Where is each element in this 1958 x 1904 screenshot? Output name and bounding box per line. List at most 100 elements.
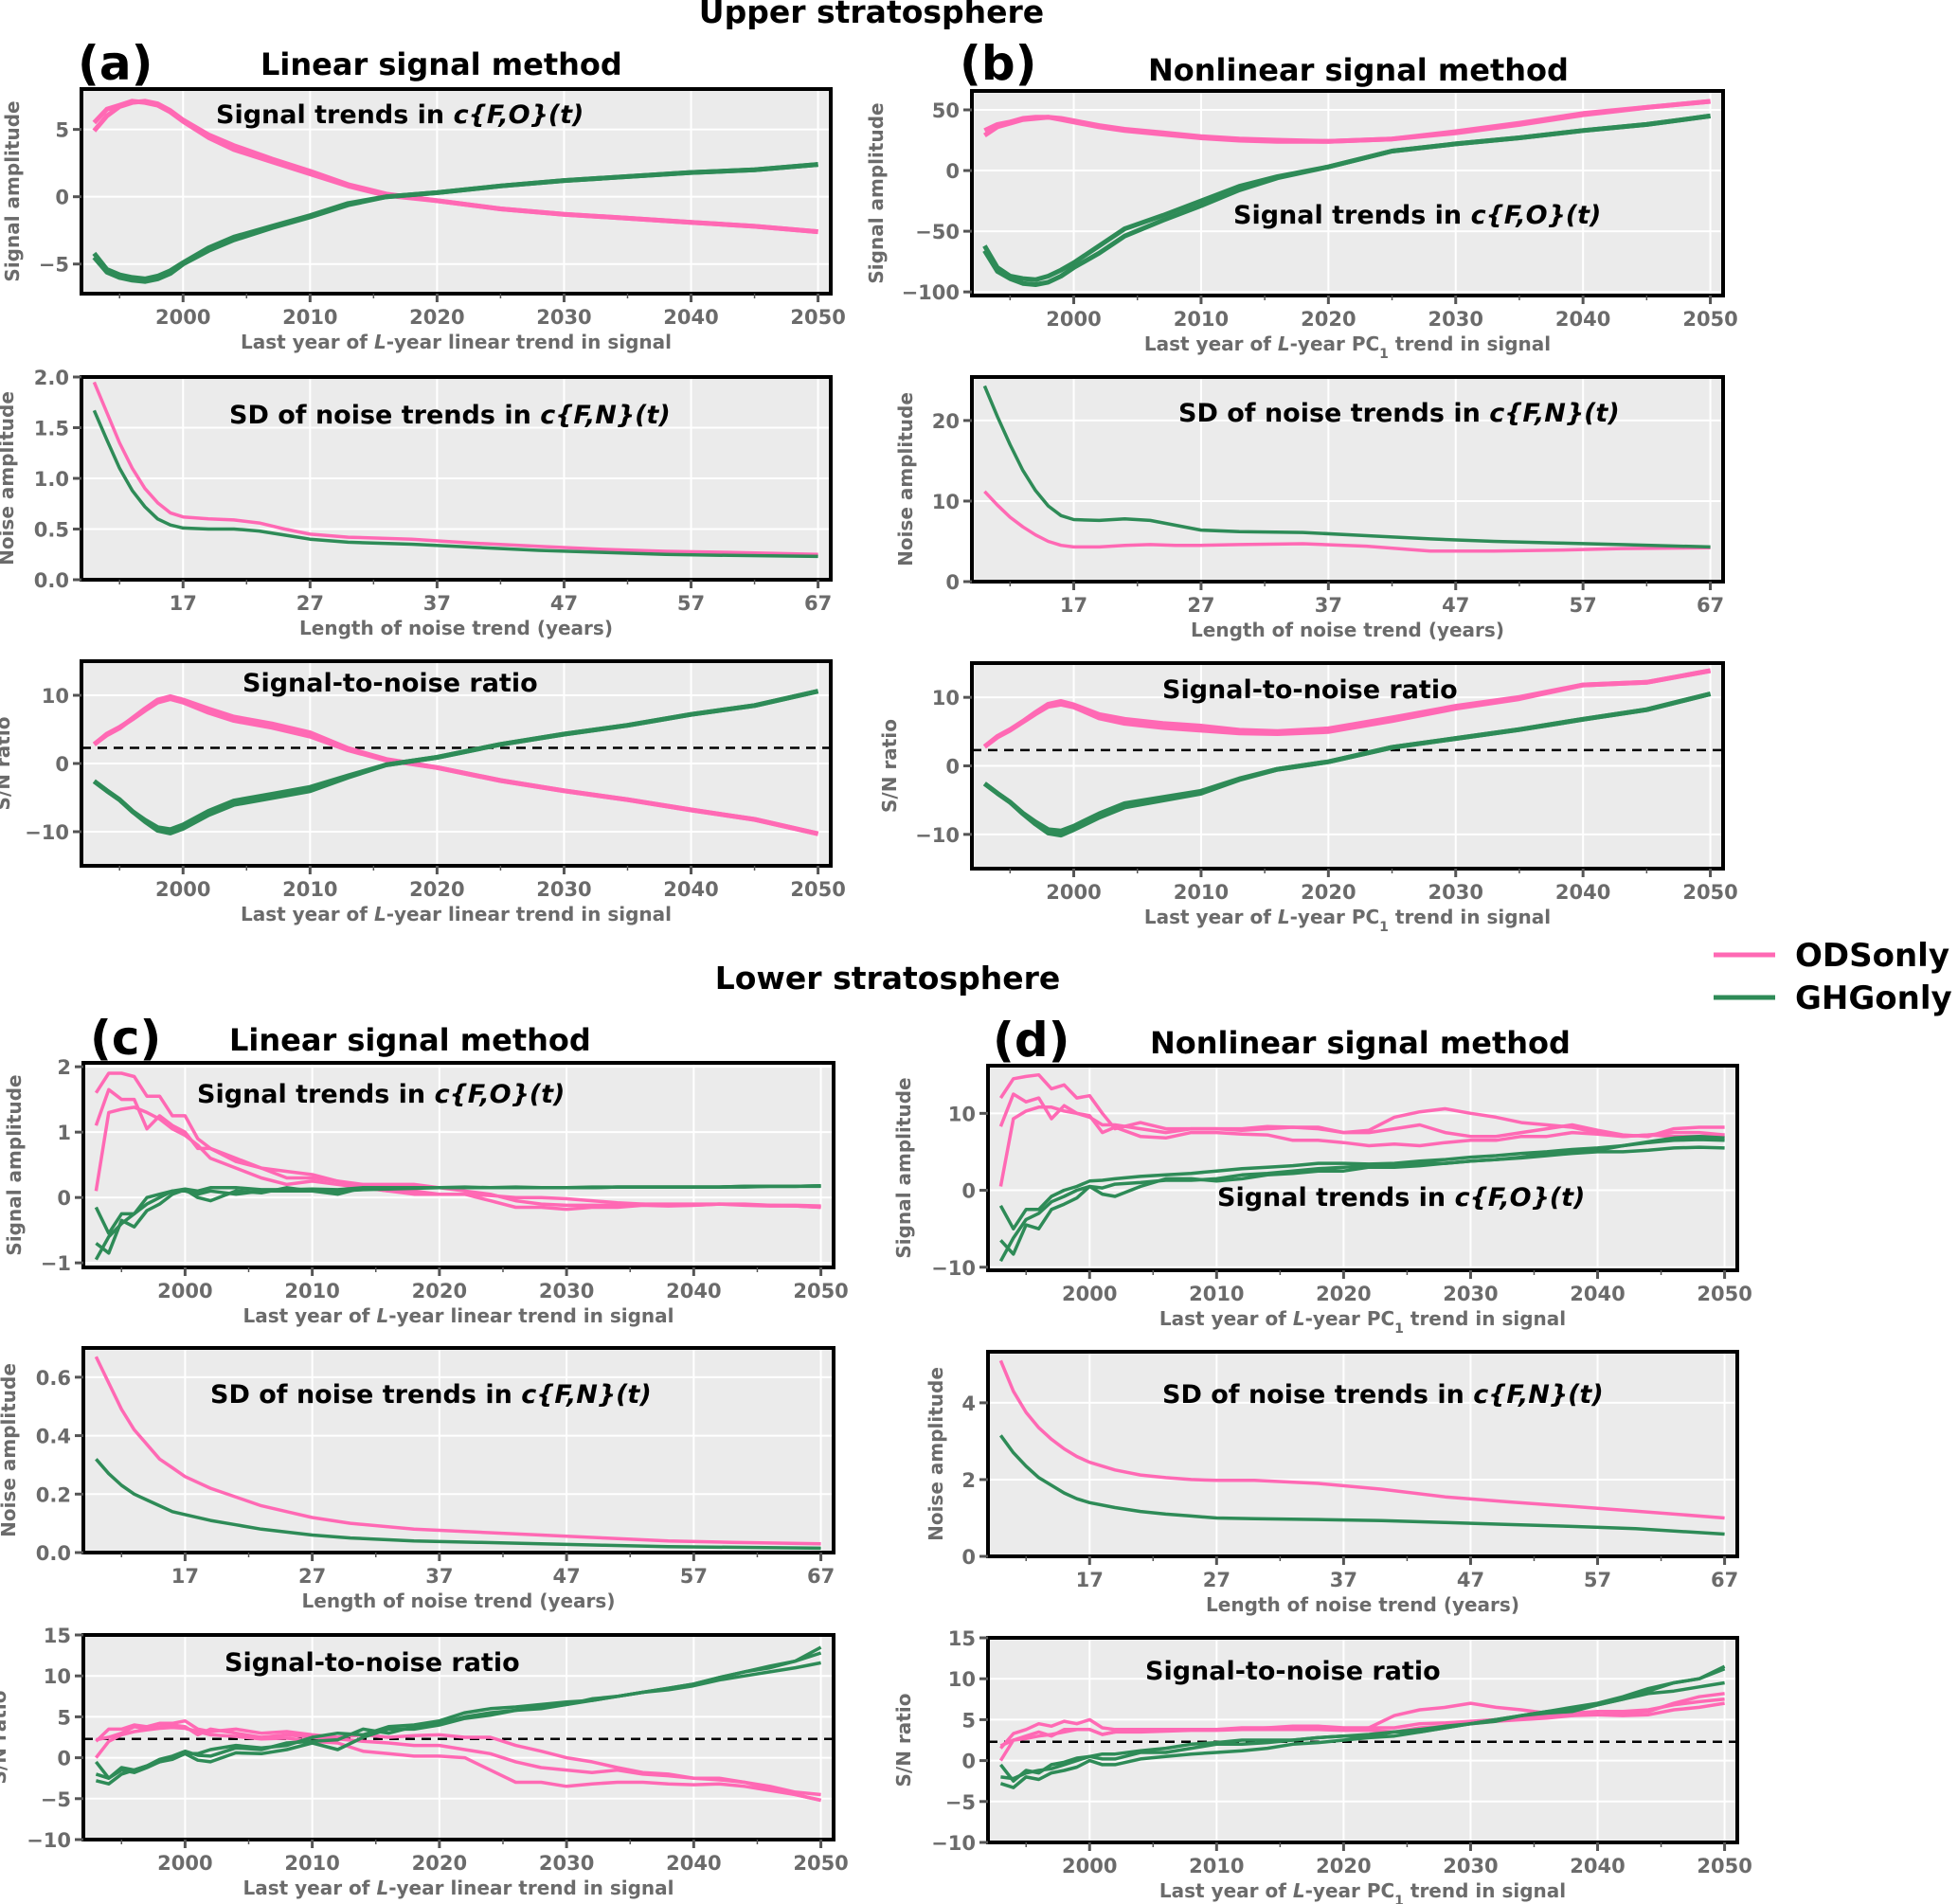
series-group	[972, 668, 1723, 838]
subplot-title-text: SD of noise trends in	[1162, 1380, 1473, 1410]
x-axis-label: Last year of L-year PC1 trend in signal	[1144, 906, 1551, 935]
series-line-ghgonly-member-2	[982, 113, 1711, 287]
x-tick-label: 17	[1060, 594, 1087, 617]
subplot-title-text: Signal trends in	[197, 1080, 435, 1109]
x-tick-label: 27	[298, 1565, 326, 1588]
x-axis-label-part: 1	[1394, 1321, 1404, 1337]
x-tick-label: 47	[550, 592, 578, 615]
x-tick-label: 2030	[1428, 308, 1483, 331]
axes-frame	[80, 87, 833, 296]
x-tick-label: 2050	[793, 1280, 848, 1302]
series-line-odsonly-member-1	[92, 381, 818, 557]
upper-stratosphere-title: Upper stratosphere	[699, 0, 1044, 30]
series-line-odsonly-member-2	[983, 99, 1711, 144]
x-tick-label: 27	[296, 592, 324, 615]
x-tick-label: 2000	[1062, 1855, 1117, 1877]
panel-d-snr: 2000 2010 2020 2030 2040 2050 −10 −5 0 5 10 15 Last …	[892, 1627, 1752, 1904]
x-tick-label: 47	[1442, 594, 1469, 617]
subplot-title-math: c{F,O}(t)	[454, 100, 584, 130]
x-tick-label: 2000	[157, 1280, 212, 1302]
series-group	[83, 1645, 834, 1803]
series-line-odsonly-member-2	[92, 693, 819, 836]
x-axis-label-part: L	[1278, 906, 1290, 928]
series-group	[988, 1664, 1737, 1789]
y-tick-label: 10	[948, 1103, 976, 1125]
subplot-title-math: c{F,N}(t)	[540, 401, 670, 430]
y-tick-label: 15	[948, 1627, 976, 1650]
series-group	[998, 1072, 1725, 1263]
y-tick-label: 0	[55, 187, 69, 209]
axes-frame	[81, 1061, 835, 1269]
x-tick-label: 2000	[155, 306, 210, 329]
y-axis-label: Signal amplitude	[892, 1077, 915, 1258]
x-tick-label: 37	[425, 1565, 453, 1588]
subplot-title-math: c{F,O}(t)	[1455, 1183, 1586, 1212]
x-tick-label: 2040	[1555, 308, 1610, 331]
x-tick-label: 27	[1187, 594, 1214, 617]
plot-area	[988, 1352, 1737, 1556]
x-axis-label-part: trend in signal	[1389, 906, 1551, 928]
x-tick-label: 37	[1330, 1569, 1357, 1591]
x-tick-label: 2030	[539, 1280, 594, 1302]
series-group	[982, 99, 1711, 287]
subplot-title-text: Signal trends in	[1233, 201, 1471, 230]
axes-frame	[970, 375, 1725, 584]
x-axis-label: Last year of L-year linear trend in sign…	[243, 1304, 674, 1327]
x-tick-label: 2020	[1316, 1283, 1371, 1305]
x-tick-label: 2030	[1428, 881, 1483, 904]
x-tick-label: 17	[1076, 1569, 1104, 1591]
subplot-title-text: SD of noise trends in	[210, 1380, 521, 1410]
x-tick-label: 47	[1457, 1569, 1484, 1591]
series-group	[81, 689, 831, 836]
y-tick-label: −50	[915, 221, 960, 243]
x-tick-label: 2040	[666, 1280, 721, 1302]
y-tick-label: −5	[39, 254, 69, 277]
series-line-odsonly-member-2	[982, 668, 1712, 749]
x-axis-label-part: -year PC	[1290, 332, 1380, 355]
x-axis-label-part: Last year of	[243, 1877, 376, 1899]
subplot-title-text: SD of noise trends in	[229, 401, 540, 430]
y-tick-label: −5	[945, 1791, 976, 1814]
axes-frame	[970, 89, 1725, 297]
x-axis-label-part: Last year of	[1159, 1879, 1293, 1902]
panel-d-signal: 2000 2010 2020 2030 2040 2050 −10 0 10 Last year …	[892, 1064, 1752, 1337]
y-tick-label: 0	[57, 1187, 71, 1210]
subplot-title-math: c{F,N}(t)	[1489, 399, 1619, 428]
x-tick-label: 57	[680, 1565, 708, 1588]
series-group	[982, 385, 1711, 553]
series-line-ghgonly-member-3	[999, 1667, 1726, 1789]
axes-frame	[81, 1633, 835, 1841]
x-axis-label-part: trend in signal	[1389, 332, 1551, 355]
x-tick-label: 2050	[1682, 308, 1737, 331]
subplot-title-text: Signal-to-noise ratio	[243, 669, 538, 698]
y-tick-label: 15	[44, 1625, 71, 1647]
series-group	[998, 1359, 1725, 1536]
subplot-title-text: SD of noise trends in	[1178, 399, 1489, 428]
x-tick-label: 2020	[1301, 881, 1356, 904]
y-tick-label: 1.0	[34, 468, 69, 491]
y-tick-label: 5	[961, 1709, 976, 1732]
y-tick-label: 0.6	[36, 1367, 71, 1390]
x-tick-label: 2040	[663, 306, 718, 329]
series-line-ghgonly-member-1	[95, 1458, 821, 1551]
x-axis-label: Last year of L-year PC1 trend in signal	[1159, 1307, 1566, 1337]
panel-title-c: Linear signal method	[229, 1022, 591, 1058]
subplot-title: Signal-to-noise ratio	[1162, 675, 1458, 705]
y-tick-label: 0	[945, 160, 960, 183]
y-axis-label: Noise amplitude	[0, 391, 18, 566]
x-axis-label-part: L	[1278, 332, 1290, 355]
subplot-title-text: Signal-to-noise ratio	[225, 1648, 520, 1678]
subplot-title: SD of noise trends in c{F,N}(t)	[1162, 1380, 1604, 1410]
y-tick-label: 5	[55, 119, 69, 142]
x-tick-label: 17	[171, 1565, 199, 1588]
x-tick-label: 47	[552, 1565, 580, 1588]
x-tick-label: 37	[1315, 594, 1342, 617]
panel-label-b: (b)	[960, 36, 1037, 91]
x-axis-label-part: L	[374, 331, 386, 353]
series-line-ghgonly-member-1	[92, 409, 818, 559]
x-axis-label-part: Length of noise trend (years)	[1206, 1593, 1519, 1616]
panel-label-d: (d)	[993, 1013, 1070, 1068]
subplot-title: SD of noise trends in c{F,N}(t)	[210, 1380, 652, 1410]
x-axis-label-part: L	[374, 903, 386, 925]
